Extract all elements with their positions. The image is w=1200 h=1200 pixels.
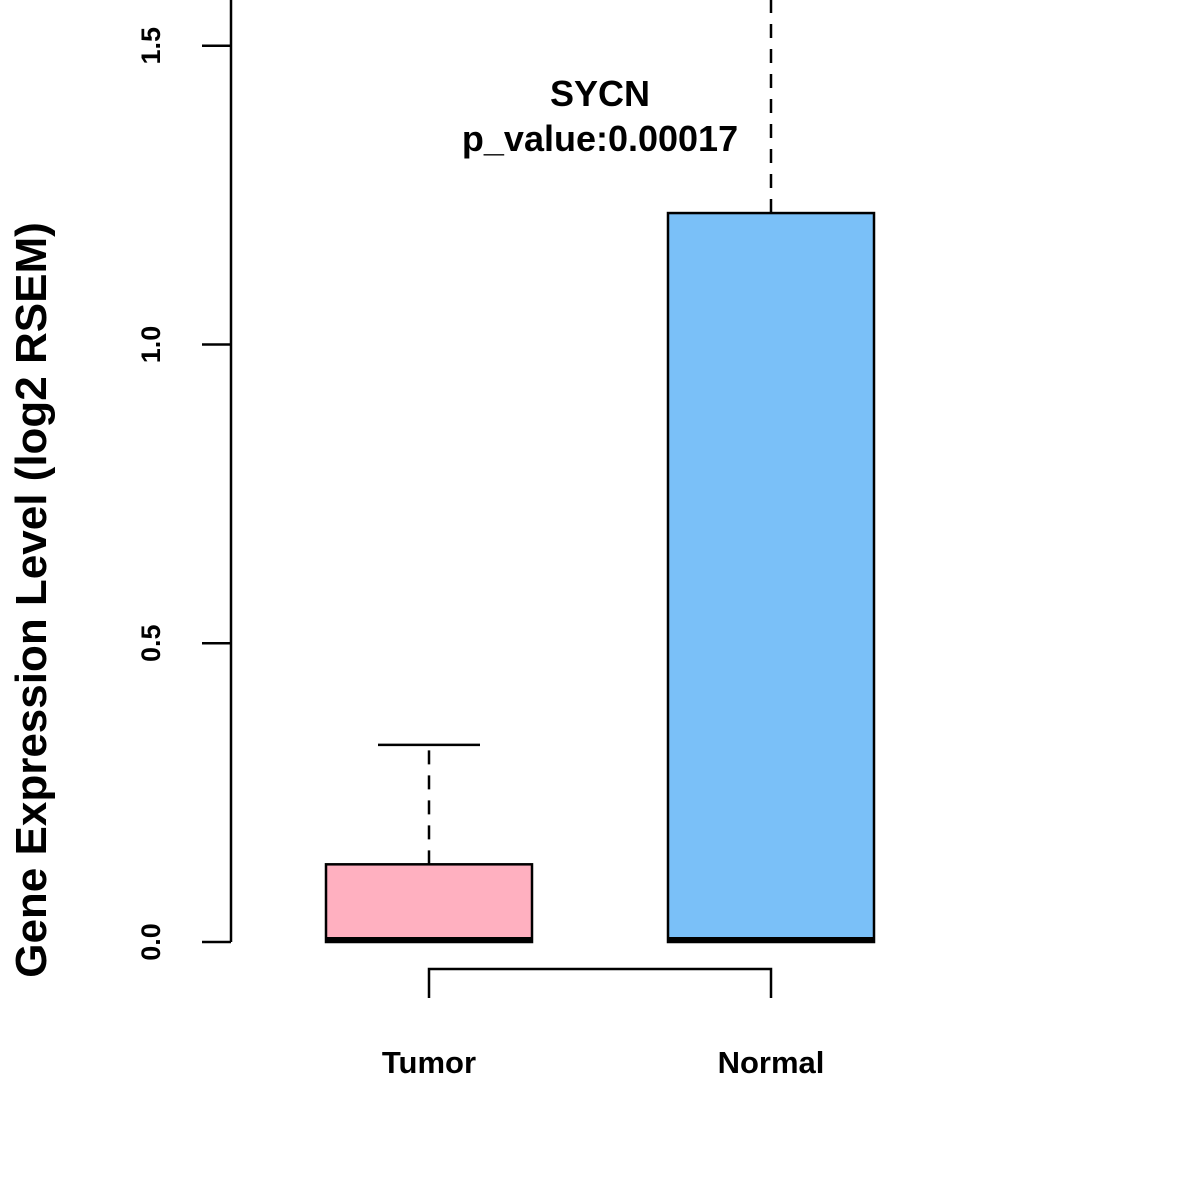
y-axis-label: Gene Expression Level (log2 RSEM) [7,222,56,978]
y-tick-label: 1.5 [136,27,166,65]
x-tick-label-normal: Normal [718,1045,825,1080]
box-normal [666,0,876,944]
y-tick-label: 0.5 [136,624,166,662]
comparison-bracket [427,967,773,998]
box-body-normal [666,211,876,944]
x-axis-labels: Tumor Normal [382,1045,824,1080]
x-tick-label-tumor: Tumor [382,1045,476,1080]
boxes-group [324,0,876,944]
box-body-tumor [324,863,534,944]
y-tick-label: 0.0 [136,923,166,961]
chart-subtitle: p_value:0.00017 [462,118,738,159]
box-tumor [324,743,534,944]
y-tick-label: 1.0 [136,326,166,364]
y-axis: 0.00.51.01.52.0 [136,0,233,961]
bracket-line [427,967,773,998]
chart-title: SYCN [550,73,650,114]
